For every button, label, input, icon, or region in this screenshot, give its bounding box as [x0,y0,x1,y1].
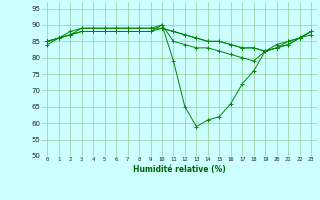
X-axis label: Humidité relative (%): Humidité relative (%) [133,165,226,174]
